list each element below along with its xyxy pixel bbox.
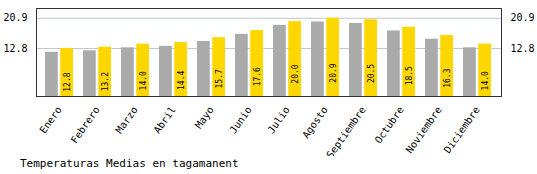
svg-text:Julio: Julio bbox=[265, 104, 291, 135]
svg-text:20.5: 20.5 bbox=[367, 64, 376, 83]
svg-text:16.3: 16.3 bbox=[443, 68, 452, 87]
svg-text:Febrero: Febrero bbox=[69, 104, 102, 145]
svg-text:20.9: 20.9 bbox=[3, 12, 27, 23]
svg-text:Marzo: Marzo bbox=[113, 104, 139, 135]
svg-text:12.8: 12.8 bbox=[511, 43, 535, 54]
svg-text:Noviembre: Noviembre bbox=[404, 104, 444, 155]
svg-text:Agosto: Agosto bbox=[300, 104, 330, 140]
svg-text:12.8: 12.8 bbox=[63, 72, 72, 91]
html-text:Temperaturas Medias en tagaman: Temperaturas Medias en tagamanent bbox=[20, 157, 239, 170]
svg-text:20.0: 20.0 bbox=[291, 64, 300, 83]
svg-text:20.9: 20.9 bbox=[511, 12, 535, 23]
svg-text:Septiembre: Septiembre bbox=[324, 104, 368, 156]
svg-text:14.0: 14.0 bbox=[139, 71, 148, 90]
svg-text:Enero: Enero bbox=[37, 104, 63, 135]
svg-text:Octubre: Octubre bbox=[373, 104, 406, 145]
svg-text:14.0: 14.0 bbox=[481, 71, 490, 90]
svg-text:13.2: 13.2 bbox=[101, 72, 110, 91]
svg-text:18.5: 18.5 bbox=[405, 66, 414, 85]
svg-text:15.7: 15.7 bbox=[215, 69, 224, 88]
svg-text:Mayo: Mayo bbox=[193, 104, 216, 130]
svg-text:17.6: 17.6 bbox=[253, 67, 262, 86]
svg-text:20.9: 20.9 bbox=[329, 63, 338, 82]
svg-text:Diciembre: Diciembre bbox=[442, 104, 482, 155]
svg-text:Abril: Abril bbox=[151, 104, 177, 135]
svg-text:12.8: 12.8 bbox=[3, 43, 27, 54]
svg-text:14.4: 14.4 bbox=[177, 71, 186, 90]
svg-text:Junio: Junio bbox=[227, 104, 253, 135]
